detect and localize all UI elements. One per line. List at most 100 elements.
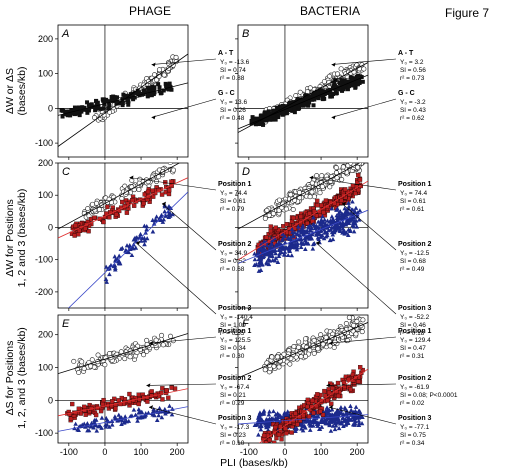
data-point [291, 215, 296, 221]
data-point [321, 79, 327, 85]
data-point [134, 235, 139, 240]
y-tick-label: -100 [35, 138, 53, 148]
data-point [332, 426, 338, 432]
data-point [279, 437, 284, 442]
data-point [266, 423, 271, 429]
data-point [145, 94, 150, 99]
data-point [319, 424, 325, 429]
data-point [345, 338, 351, 344]
y-tick-label: 200 [38, 34, 53, 44]
data-point [86, 108, 91, 113]
points-group [252, 315, 366, 443]
x-tick-label: 100 [314, 447, 329, 457]
regression-line [238, 74, 368, 130]
data-point [303, 425, 308, 430]
data-point [352, 382, 357, 387]
data-point [321, 210, 326, 215]
y-axis-label-row1-line1: ΔW or ΔS [4, 68, 16, 114]
data-point [258, 412, 263, 417]
data-point [150, 84, 155, 89]
data-point [121, 92, 126, 97]
arrow-head [149, 405, 153, 410]
x-tick-label: 200 [350, 447, 365, 457]
data-point [311, 337, 317, 343]
data-point [92, 417, 97, 423]
data-point [309, 180, 315, 186]
annotation-stat: Y₀ = 3.2 [400, 59, 424, 66]
data-point [347, 80, 352, 85]
data-point [88, 363, 94, 369]
data-point [275, 354, 281, 360]
data-point [87, 106, 92, 111]
data-point [273, 242, 279, 247]
data-point [311, 215, 316, 220]
regression-line [238, 209, 368, 264]
arrow-head [329, 341, 333, 346]
data-point [169, 87, 174, 92]
data-point [262, 111, 267, 116]
data-point [115, 95, 120, 100]
data-point [353, 375, 358, 381]
column-header-phage: PHAGE [129, 4, 171, 18]
data-point [162, 406, 168, 412]
data-point [315, 224, 321, 230]
data-point [276, 239, 282, 244]
data-point [138, 231, 143, 237]
regression-line [58, 406, 188, 432]
annotation-title: Position 3 [218, 415, 252, 422]
data-point [252, 256, 258, 262]
data-point [144, 227, 149, 232]
data-point [133, 90, 138, 95]
y-tick-label: 100 [38, 363, 53, 373]
data-point [292, 242, 297, 247]
data-point [318, 228, 324, 233]
data-point [106, 106, 111, 111]
data-point [276, 115, 281, 120]
data-point [319, 203, 324, 208]
data-point [332, 223, 338, 228]
data-point [261, 253, 267, 258]
data-point [288, 107, 293, 112]
data-point [343, 220, 349, 225]
data-point [352, 219, 357, 224]
x-tick-label: 0 [102, 447, 107, 457]
panel-frame [237, 162, 369, 309]
data-point [273, 251, 278, 256]
data-point [320, 412, 326, 418]
data-point [268, 117, 273, 122]
data-point [283, 426, 288, 431]
data-point [307, 99, 312, 104]
data-point [164, 84, 169, 89]
data-point [352, 79, 357, 84]
data-point [284, 419, 289, 424]
data-point [308, 94, 313, 99]
data-point [161, 88, 166, 93]
data-point [330, 86, 335, 91]
data-point [269, 241, 274, 246]
data-point [68, 113, 73, 118]
data-point [309, 189, 315, 195]
data-point [144, 348, 150, 354]
data-point [304, 101, 309, 106]
data-point [266, 111, 271, 116]
data-point [159, 415, 165, 420]
data-point [310, 97, 315, 102]
data-point [116, 258, 122, 264]
data-point [351, 83, 356, 88]
regression-line [258, 368, 368, 443]
data-point [130, 198, 135, 203]
annotation-stat: Sl = 0.52 [220, 258, 246, 265]
points-group [65, 332, 178, 433]
data-point [296, 228, 301, 233]
arrow-head [329, 405, 333, 410]
panel-E: E -100 0 100 200 -100 0 100 200 Position 1 Y₀ = 12… [35, 314, 252, 457]
data-point [267, 244, 272, 249]
data-point [277, 246, 282, 251]
y-axis-label-row2-line2: 1, 2 and 3 (bases/kb) [16, 189, 28, 288]
annotation-title: Position 2 [398, 375, 432, 382]
data-point [270, 117, 275, 122]
data-point [282, 252, 287, 257]
data-point [95, 352, 101, 358]
data-point [311, 241, 317, 246]
